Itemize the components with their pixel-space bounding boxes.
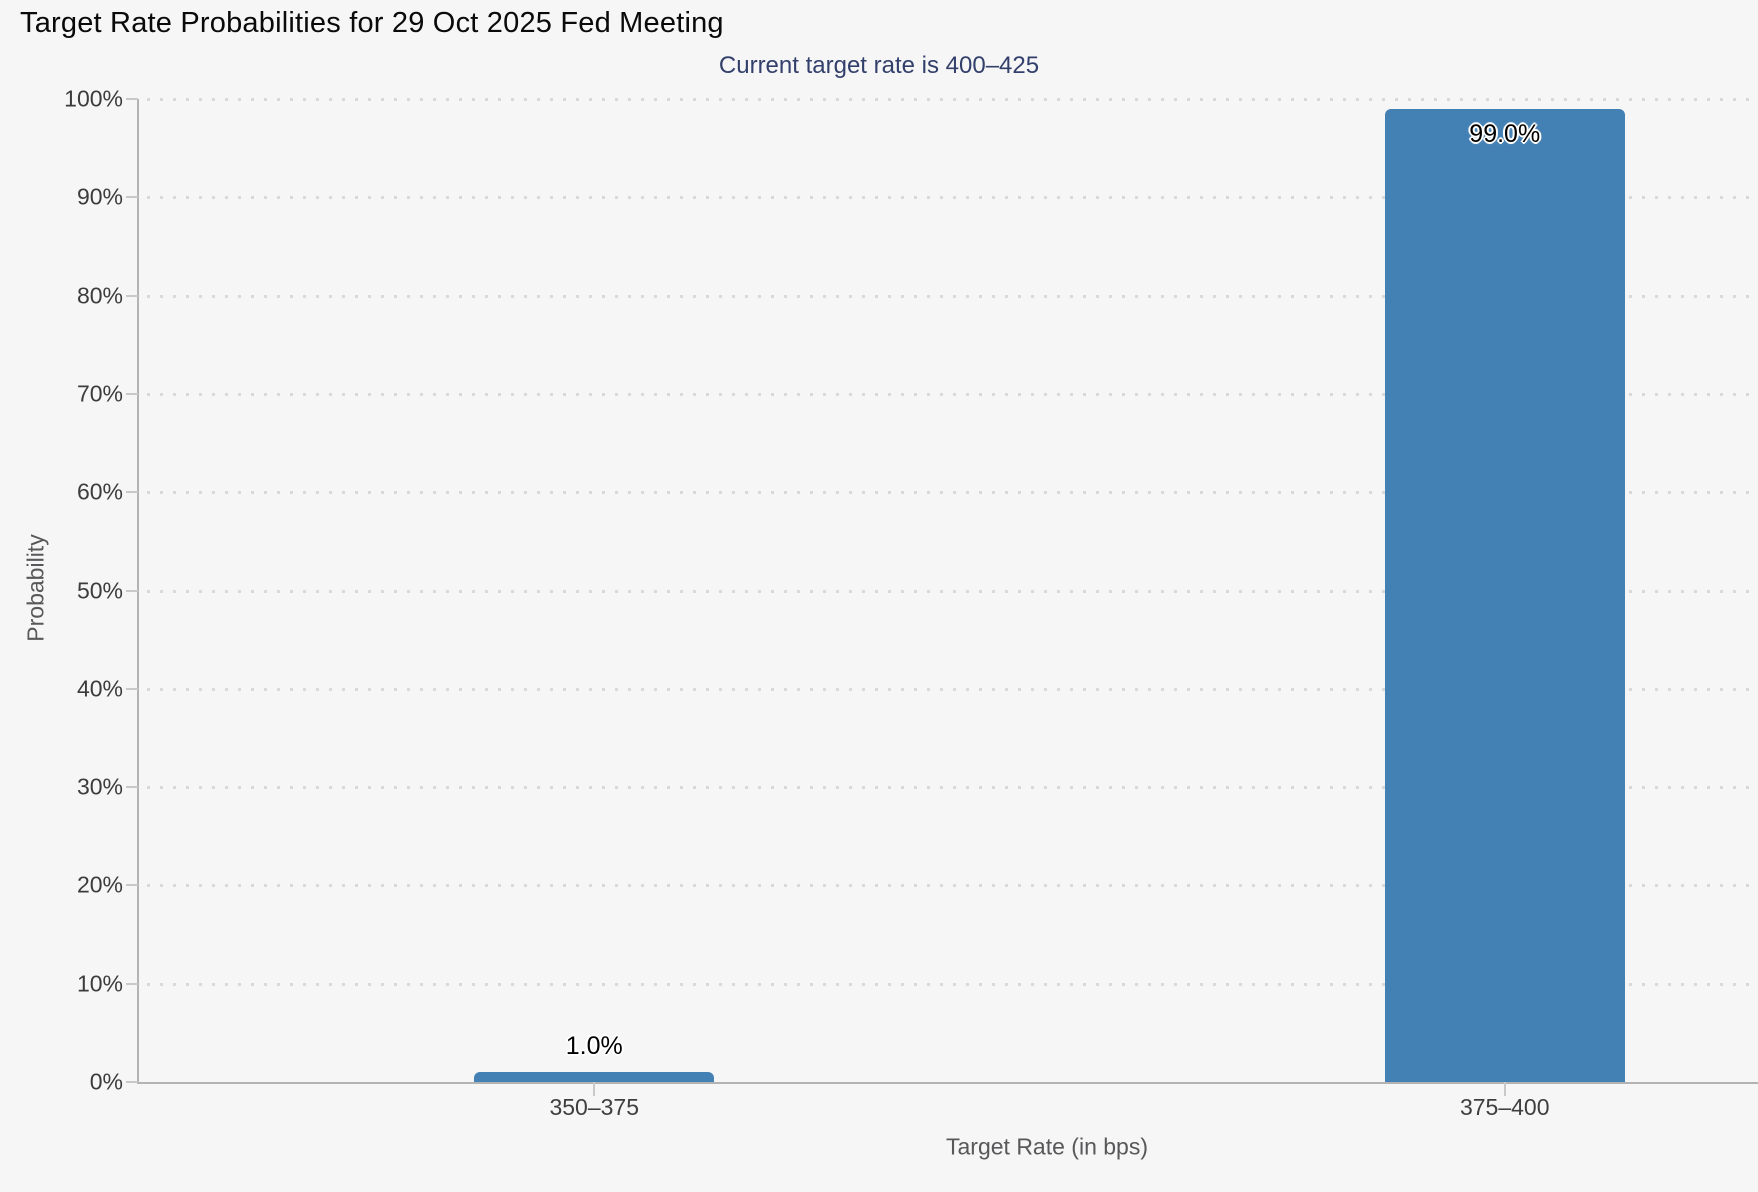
y-tick-label: 70% — [76, 380, 123, 407]
y-tick-label: 60% — [76, 478, 123, 505]
gridline-80% — [147, 294, 1758, 298]
y-tick-label: 80% — [76, 282, 123, 309]
gridline-100% — [147, 98, 1758, 101]
y-tick-label: 50% — [76, 577, 123, 603]
gridline-50% — [147, 589, 1758, 593]
gridline-60% — [147, 491, 1758, 495]
y-tick-20% — [126, 884, 138, 887]
y-tick-70% — [126, 392, 138, 395]
y-tick-100% — [126, 98, 138, 100]
y-tick-label: 40% — [76, 675, 123, 702]
y-tick-label: 100% — [64, 85, 123, 112]
gridline-70% — [147, 392, 1758, 396]
y-tick-80% — [126, 294, 138, 297]
y-tick-label: 10% — [76, 970, 123, 997]
bar-value-label: 1.0% — [565, 1032, 623, 1060]
x-axis-title: Target Rate (in bps) — [946, 1133, 1148, 1160]
y-tick-50% — [126, 589, 138, 592]
x-tick-label: 350–375 — [549, 1094, 640, 1120]
gridline-90% — [147, 196, 1758, 200]
y-tick-60% — [126, 491, 138, 494]
y-tick-30% — [126, 786, 138, 789]
y-tick-label: 20% — [76, 871, 123, 898]
gridline-40% — [147, 687, 1758, 691]
plot-area: 0% 10% 20% 30% 40% 50% 60% 70% 80% 90% 100% 1.0% 350… — [64, 86, 1758, 1120]
x-tick-350-375 — [593, 1082, 596, 1096]
y-tick-90% — [126, 196, 138, 199]
y-tick-label: 90% — [76, 183, 123, 210]
y-tick-label: 0% — [89, 1068, 123, 1095]
y-tick-40% — [126, 687, 138, 690]
chart-title: Target Rate Probabilities for 29 Oct 202… — [20, 7, 724, 39]
y-tick-10% — [126, 982, 138, 985]
gridline-20% — [147, 884, 1758, 888]
y-tick-label: 30% — [76, 773, 123, 800]
gridline-30% — [147, 786, 1758, 790]
y-tick-0% — [126, 1081, 138, 1083]
chart-subtitle: Current target rate is 400–425 — [718, 52, 1040, 79]
bar-375-400[interactable] — [1384, 109, 1625, 1082]
bar-350-375[interactable] — [474, 1072, 715, 1082]
gridline-10% — [147, 982, 1758, 986]
bar-value-label: 99.0% — [1469, 120, 1541, 148]
y-axis-title: Probability — [22, 534, 49, 642]
x-tick-375-400 — [1503, 1082, 1506, 1096]
x-tick-label: 375–400 — [1459, 1094, 1550, 1120]
